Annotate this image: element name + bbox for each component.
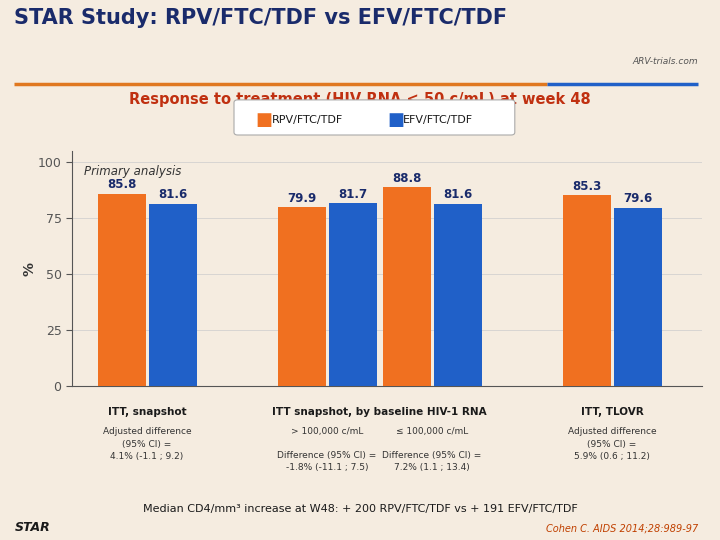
Text: ≤ 100,000 c/mL

Difference (95% CI) =
7.2% (1.1 ; 13.4): ≤ 100,000 c/mL Difference (95% CI) = 7.2… [382,427,482,471]
Text: 88.8: 88.8 [392,172,421,185]
Text: 81.6: 81.6 [443,188,472,201]
Text: 81.7: 81.7 [338,187,367,201]
Bar [562,195,611,386]
Text: Primary analysis: Primary analysis [84,165,181,178]
Bar [148,204,197,386]
Text: ■: ■ [256,111,273,130]
Bar [328,204,377,386]
Text: 81.6: 81.6 [158,188,187,201]
Text: Response to treatment (HIV RNA < 50 c/mL) at week 48: Response to treatment (HIV RNA < 50 c/mL… [129,92,591,107]
Text: Adjusted difference
(95% CI) =
4.1% (-1.1 ; 9.2): Adjusted difference (95% CI) = 4.1% (-1.… [103,427,192,461]
Text: EFV/FTC/TDF: EFV/FTC/TDF [403,116,473,125]
Text: Median CD4/mm³ increase at W48: + 200 RPV/FTC/TDF vs + 191 EFV/FTC/TDF: Median CD4/mm³ increase at W48: + 200 RP… [143,504,577,514]
Text: STAR: STAR [14,521,50,534]
Text: Adjusted difference
(95% CI) =
5.9% (0.6 ; 11.2): Adjusted difference (95% CI) = 5.9% (0.6… [567,427,657,461]
Bar [433,204,482,386]
Text: ■: ■ [387,111,405,130]
Text: > 100,000 c/mL

Difference (95% CI) =
-1.8% (-11.1 ; 7.5): > 100,000 c/mL Difference (95% CI) = -1.… [277,427,377,471]
Text: ITT, TLOVR: ITT, TLOVR [580,407,644,417]
Text: Cohen C. AIDS 2014;28:989-97: Cohen C. AIDS 2014;28:989-97 [546,523,698,534]
Text: 79.9: 79.9 [287,192,316,205]
Y-axis label: %: % [22,262,36,275]
Text: 85.8: 85.8 [107,178,136,192]
Text: 85.3: 85.3 [572,180,601,193]
Text: ITT, snapshot: ITT, snapshot [108,407,186,417]
Bar [277,207,325,386]
Bar [613,208,662,386]
Text: STAR Study: RPV/FTC/TDF vs EFV/FTC/TDF: STAR Study: RPV/FTC/TDF vs EFV/FTC/TDF [14,8,508,28]
Text: 79.6: 79.6 [623,192,652,205]
Text: RPV/FTC/TDF: RPV/FTC/TDF [272,116,343,125]
Bar [382,187,431,386]
Text: ARV-trials.com: ARV-trials.com [633,57,698,66]
Text: ITT snapshot, by baseline HIV-1 RNA: ITT snapshot, by baseline HIV-1 RNA [272,407,487,417]
Bar [97,194,145,386]
